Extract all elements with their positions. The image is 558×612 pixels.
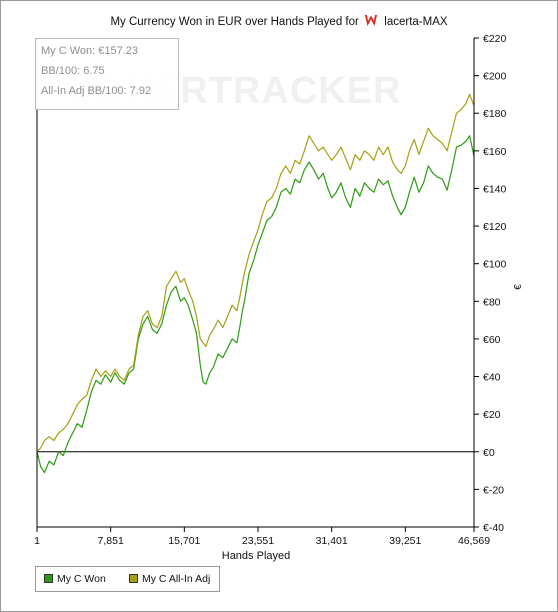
series-line-allin xyxy=(36,93,475,453)
y-tick-label: €-40 xyxy=(483,522,504,534)
chart-title: My Currency Won in EUR over Hands Played… xyxy=(0,14,558,30)
legend-item-won[interactable]: My C Won xyxy=(44,573,106,585)
legend-label-allin: My C All-In Adj xyxy=(142,573,211,585)
y-tick-label: €200 xyxy=(483,71,507,83)
stat-bb100: BB/100: 6.75 xyxy=(41,65,105,77)
x-tick-label: 46,569 xyxy=(458,535,490,547)
y-tick-label: €160 xyxy=(483,146,507,158)
x-tick-label: 7,851 xyxy=(98,535,124,547)
legend-swatch-allin xyxy=(129,574,138,583)
x-tick-label: 15,701 xyxy=(168,535,200,547)
y-tick-label: €-20 xyxy=(483,484,504,496)
y-tick-label: €20 xyxy=(483,409,501,421)
stats-box: My C Won: €157.23 BB/100: 6.75 All-In Ad… xyxy=(35,38,179,110)
x-tick-label: 31,401 xyxy=(316,535,348,547)
x-tick-label: 23,551 xyxy=(242,535,274,547)
y-tick-label: €220 xyxy=(483,33,507,45)
legend-label-won: My C Won xyxy=(57,573,106,585)
y-tick-label: €100 xyxy=(483,259,507,271)
x-axis-label: Hands Played xyxy=(222,550,291,562)
legend-swatch-won xyxy=(44,574,53,583)
stat-allin-bb100: All-In Adj BB/100: 7.92 xyxy=(41,85,152,97)
plot-area xyxy=(37,38,474,527)
tick-labels: €-40 €-20 €0 €20 €40 €60 €80 €100 €120 €140 €160 €1… xyxy=(34,33,506,547)
y-tick-label: €140 xyxy=(483,183,507,195)
y-tick-label: €180 xyxy=(483,108,507,120)
y-tick-label: €60 xyxy=(483,334,501,346)
y-tick-label: €40 xyxy=(483,372,501,384)
legend: My C Won My C All-In Adj xyxy=(35,566,220,592)
y-axis-label: € xyxy=(513,284,524,290)
legend-item-allin[interactable]: My C All-In Adj xyxy=(129,573,210,585)
stat-won: My C Won: €157.23 xyxy=(41,45,139,57)
x-tick-label: 39,251 xyxy=(389,535,421,547)
x-tick-label: 1 xyxy=(34,535,40,547)
pokertracker-logo-icon xyxy=(364,14,378,30)
title-prefix: My Currency Won in EUR over Hands Played… xyxy=(110,16,359,28)
y-tick-label: €120 xyxy=(483,221,507,233)
axes xyxy=(36,38,475,528)
series-line-won xyxy=(36,135,475,474)
player-name: lacerta-MAX xyxy=(384,16,448,28)
y-tick-label: €80 xyxy=(483,296,501,308)
y-tick-label: €0 xyxy=(483,447,495,459)
series-lines xyxy=(36,93,475,474)
